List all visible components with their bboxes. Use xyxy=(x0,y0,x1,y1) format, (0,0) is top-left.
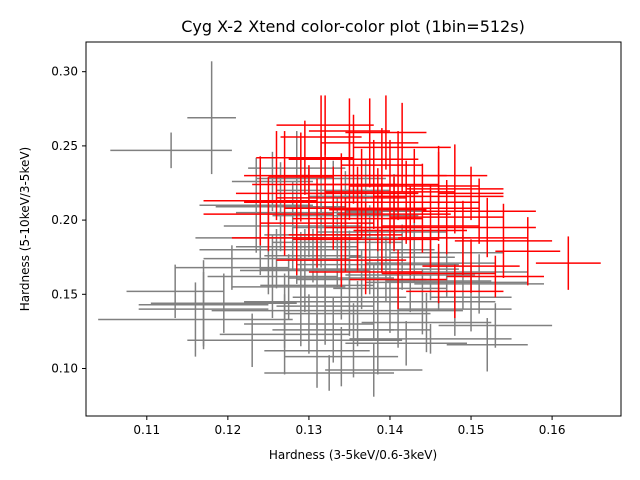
x-axis: 0.11 0.12 0.13 0.14 0.15 0.16 xyxy=(133,416,565,437)
data-point xyxy=(398,200,528,276)
data-point xyxy=(187,313,318,368)
x-tick-label: 0.14 xyxy=(377,423,404,437)
x-tick-label: 0.13 xyxy=(296,423,323,437)
data-point xyxy=(333,243,447,333)
data-point xyxy=(438,197,536,258)
data-point xyxy=(381,243,496,304)
data-point xyxy=(110,132,232,169)
data-point xyxy=(446,255,544,298)
data-point xyxy=(268,132,334,222)
data-point xyxy=(312,236,459,302)
data-point xyxy=(422,239,520,293)
series-1 xyxy=(203,95,601,319)
data-point xyxy=(361,292,492,353)
data-point xyxy=(365,267,528,298)
data-point xyxy=(422,178,536,244)
data-point xyxy=(231,254,346,320)
data-point xyxy=(353,185,467,276)
data-point xyxy=(438,303,553,348)
data-point xyxy=(345,321,467,366)
y-tick-label: 0.10 xyxy=(51,362,78,376)
data-point xyxy=(126,264,224,319)
data-point xyxy=(349,148,480,224)
data-point xyxy=(321,98,419,188)
x-tick-label: 0.15 xyxy=(458,423,485,437)
data-point xyxy=(389,180,504,255)
data-point xyxy=(203,177,334,252)
x-tick-label: 0.12 xyxy=(214,423,241,437)
x-tick-label: 0.16 xyxy=(539,423,566,437)
data-point xyxy=(535,236,601,290)
chart-title: Cyg X-2 Xtend color-color plot (1bin=512… xyxy=(181,17,525,36)
data-point xyxy=(414,254,544,314)
data-point xyxy=(304,148,419,238)
data-point xyxy=(264,313,370,388)
error-bars-layer xyxy=(98,61,601,397)
y-axis: 0.10 0.15 0.20 0.25 0.30 xyxy=(51,65,86,376)
data-point xyxy=(280,95,362,179)
data-point xyxy=(288,114,419,204)
y-tick-label: 0.20 xyxy=(51,213,78,227)
data-point xyxy=(308,249,423,295)
data-point xyxy=(207,234,338,319)
plot-area xyxy=(85,41,622,417)
data-point xyxy=(308,98,390,164)
data-point xyxy=(495,217,561,286)
data-point xyxy=(256,120,354,195)
data-point xyxy=(276,95,374,155)
data-point xyxy=(389,145,488,206)
data-point xyxy=(98,282,293,357)
data-point xyxy=(244,294,374,354)
data-point xyxy=(199,157,313,253)
y-tick-label: 0.30 xyxy=(51,65,78,79)
data-point xyxy=(349,323,512,354)
data-point xyxy=(349,249,447,310)
data-point xyxy=(240,229,370,313)
data-point xyxy=(337,177,451,252)
x-axis-label: Hardness (3-5keV/0.6-3keV) xyxy=(269,448,437,462)
data-point xyxy=(138,272,269,347)
data-point xyxy=(219,294,350,375)
data-point xyxy=(345,95,427,170)
data-point xyxy=(406,144,504,234)
data-point xyxy=(203,156,318,246)
x-tick-label: 0.11 xyxy=(133,423,160,437)
y-tick-label: 0.15 xyxy=(51,287,78,301)
data-point xyxy=(284,280,431,347)
data-point xyxy=(284,326,399,387)
data-point xyxy=(244,131,309,221)
y-tick-label: 0.25 xyxy=(51,139,78,153)
data-point xyxy=(231,200,362,276)
data-point xyxy=(175,245,289,290)
data-point xyxy=(446,318,528,372)
data-point xyxy=(187,61,236,175)
data-point xyxy=(353,102,451,192)
data-point xyxy=(276,233,407,287)
data-point xyxy=(325,343,423,397)
data-point xyxy=(276,153,407,243)
data-point xyxy=(438,166,504,221)
data-point xyxy=(304,303,403,378)
data-point xyxy=(264,355,395,391)
plot-frame xyxy=(85,41,622,417)
data-point xyxy=(406,264,504,319)
data-point xyxy=(341,128,423,203)
y-axis-label: Hardness (5-10keV/3-5keV) xyxy=(18,147,32,312)
